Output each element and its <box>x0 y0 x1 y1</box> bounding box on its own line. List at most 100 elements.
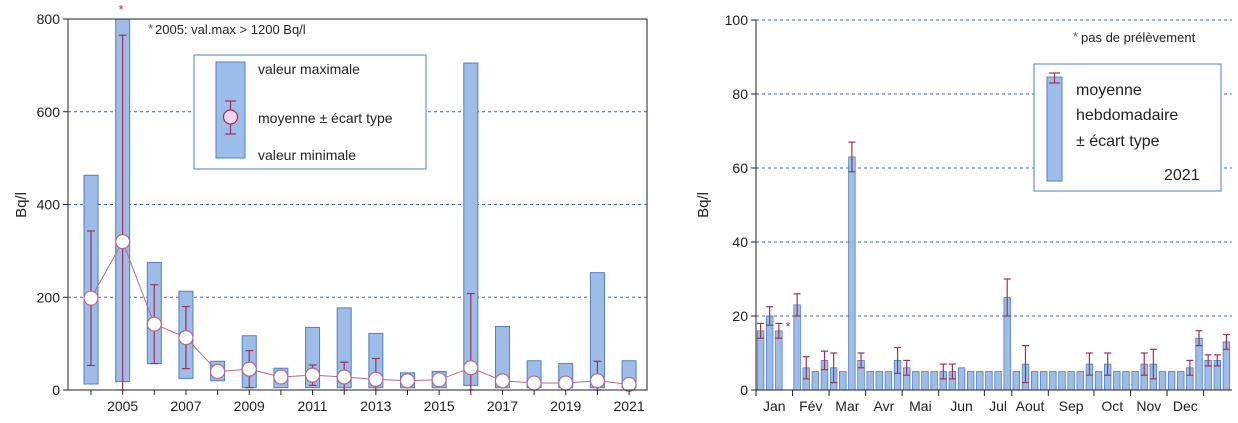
left-mean-marker <box>589 373 606 389</box>
left-mean-marker <box>336 369 352 385</box>
left-mean-marker <box>210 363 226 380</box>
left-y-tick-label: 400 <box>37 197 61 213</box>
right-x-tick-label: Avr <box>874 398 895 414</box>
right-bar <box>1094 371 1103 391</box>
right-bar <box>1049 371 1057 391</box>
right-bar <box>756 330 765 391</box>
left-mean-marker <box>368 371 384 387</box>
left-mean-marker <box>273 369 289 385</box>
right-y-tick-label: 80 <box>732 86 748 102</box>
left-x-tick-label: 2005 <box>107 398 138 414</box>
right-x-tick-label: Jun <box>950 398 973 414</box>
right-x-axis: Jan Fév Mar Avr Mai Jun Jul Aout Sep Oct Nov Dec <box>755 390 1205 414</box>
left-mean-marker <box>399 373 416 389</box>
right-bar <box>976 371 984 391</box>
right-y-tick-label: 60 <box>732 160 748 176</box>
left-2005-star: * <box>118 2 123 17</box>
right-y-tick-label: 40 <box>732 234 748 250</box>
right-bar <box>966 371 975 391</box>
right-x-tick-label: Jan <box>763 398 786 414</box>
right-bars <box>756 156 1231 391</box>
left-mean-polyline <box>90 240 630 385</box>
right-bar <box>1030 371 1039 391</box>
right-y-axis: 0 20 40 60 80 100 <box>725 12 756 398</box>
right-bar <box>766 315 774 391</box>
right-bar <box>793 304 801 391</box>
right-x-tick-label: Nov <box>1136 398 1161 414</box>
right-bar <box>1113 371 1121 391</box>
right-bar <box>1177 371 1185 391</box>
left-mean-marker <box>558 375 574 391</box>
right-bar <box>957 367 966 391</box>
right-bar <box>1076 371 1084 391</box>
left-y-tick-label: 200 <box>37 289 61 305</box>
left-x-tick-label: 2007 <box>170 398 201 414</box>
left-y-axis-label: Bq/l <box>13 192 30 218</box>
right-bar <box>921 371 929 391</box>
right-x-tick-label: Fév <box>799 398 822 414</box>
right-bar <box>994 371 1002 391</box>
right-bar <box>866 371 874 391</box>
left-x-tick-label: 2009 <box>234 398 265 414</box>
left-x-axis: 2005 2007 2009 2011 2013 2015 2017 2019 2021 <box>90 390 645 414</box>
right-bar <box>875 371 884 391</box>
left-legend: valeur maximale moyenne ± écart type val… <box>193 54 427 170</box>
left-y-axis: 0 200 400 600 800 <box>37 11 68 398</box>
legend-mean-label: moyenne ± écart type <box>258 110 393 126</box>
right-x-tick-label: Sep <box>1059 398 1084 414</box>
legend-max-label: valeur maximale <box>258 61 360 77</box>
left-y-tick-label: 800 <box>37 11 61 27</box>
right-bar <box>839 371 847 391</box>
left-x-tick-label: 2017 <box>487 398 518 414</box>
right-x-tick-label: Aout <box>1016 398 1045 414</box>
right-y-tick-label: 0 <box>740 382 748 398</box>
right-bar <box>1058 371 1066 391</box>
left-mean-marker <box>146 316 162 332</box>
left-mean-marker <box>526 375 542 391</box>
right-bar <box>1167 371 1176 391</box>
left-mean-marker <box>83 290 99 306</box>
right-chart: * 0 20 40 60 80 100 Jan Fév Mar Avr Mai Jun Jul Aout… <box>695 12 1232 414</box>
left-mean-marker <box>178 329 194 346</box>
right-y-axis-label: Bq/l <box>695 192 712 218</box>
legend-min-label: valeur minimale <box>258 147 356 163</box>
right-note-text: pas de prélèvement <box>1081 30 1196 45</box>
left-note-star: * <box>148 21 153 36</box>
right-legend-bar-swatch <box>1046 76 1063 182</box>
right-bar <box>912 371 920 391</box>
right-x-tick-label: Jul <box>989 398 1007 414</box>
right-bar <box>930 371 938 391</box>
left-mean-marker <box>115 234 131 250</box>
right-bar <box>775 330 783 391</box>
left-mean-marker <box>621 376 637 393</box>
left-x-tick-label: 2019 <box>550 398 581 414</box>
right-x-tick-label: Mar <box>835 398 859 414</box>
left-x-tick-label: 2011 <box>297 398 327 414</box>
right-legend-box <box>1033 63 1222 192</box>
right-bar <box>848 156 856 391</box>
left-x-tick-label: 2021 <box>613 398 644 414</box>
right-bar <box>1040 371 1048 391</box>
left-note-text: 2005: val.max > 1200 Bq/l <box>155 22 306 37</box>
right-legend-line2: hebdomadaire <box>1076 107 1178 124</box>
left-mean-marker <box>431 372 447 388</box>
right-legend-line1: moyenne <box>1076 82 1142 99</box>
right-legend-line3: ± écart type <box>1076 133 1160 150</box>
right-bar <box>811 371 820 391</box>
right-bar <box>1122 371 1130 391</box>
left-mean-marker <box>304 367 321 383</box>
left-mean-marker <box>241 361 257 377</box>
right-bar <box>1131 371 1139 391</box>
right-missing-star: * <box>785 319 790 334</box>
right-y-tick-label: 20 <box>732 308 748 324</box>
right-bar <box>1012 371 1021 391</box>
right-legend: moyenne hebdomadaire ± écart type 2021 <box>1033 63 1222 192</box>
right-bar <box>1067 371 1075 391</box>
left-mean-markers <box>83 234 637 393</box>
right-bar <box>884 371 893 391</box>
left-mean-line <box>90 240 630 385</box>
left-x-tick-label: 2013 <box>360 398 391 414</box>
